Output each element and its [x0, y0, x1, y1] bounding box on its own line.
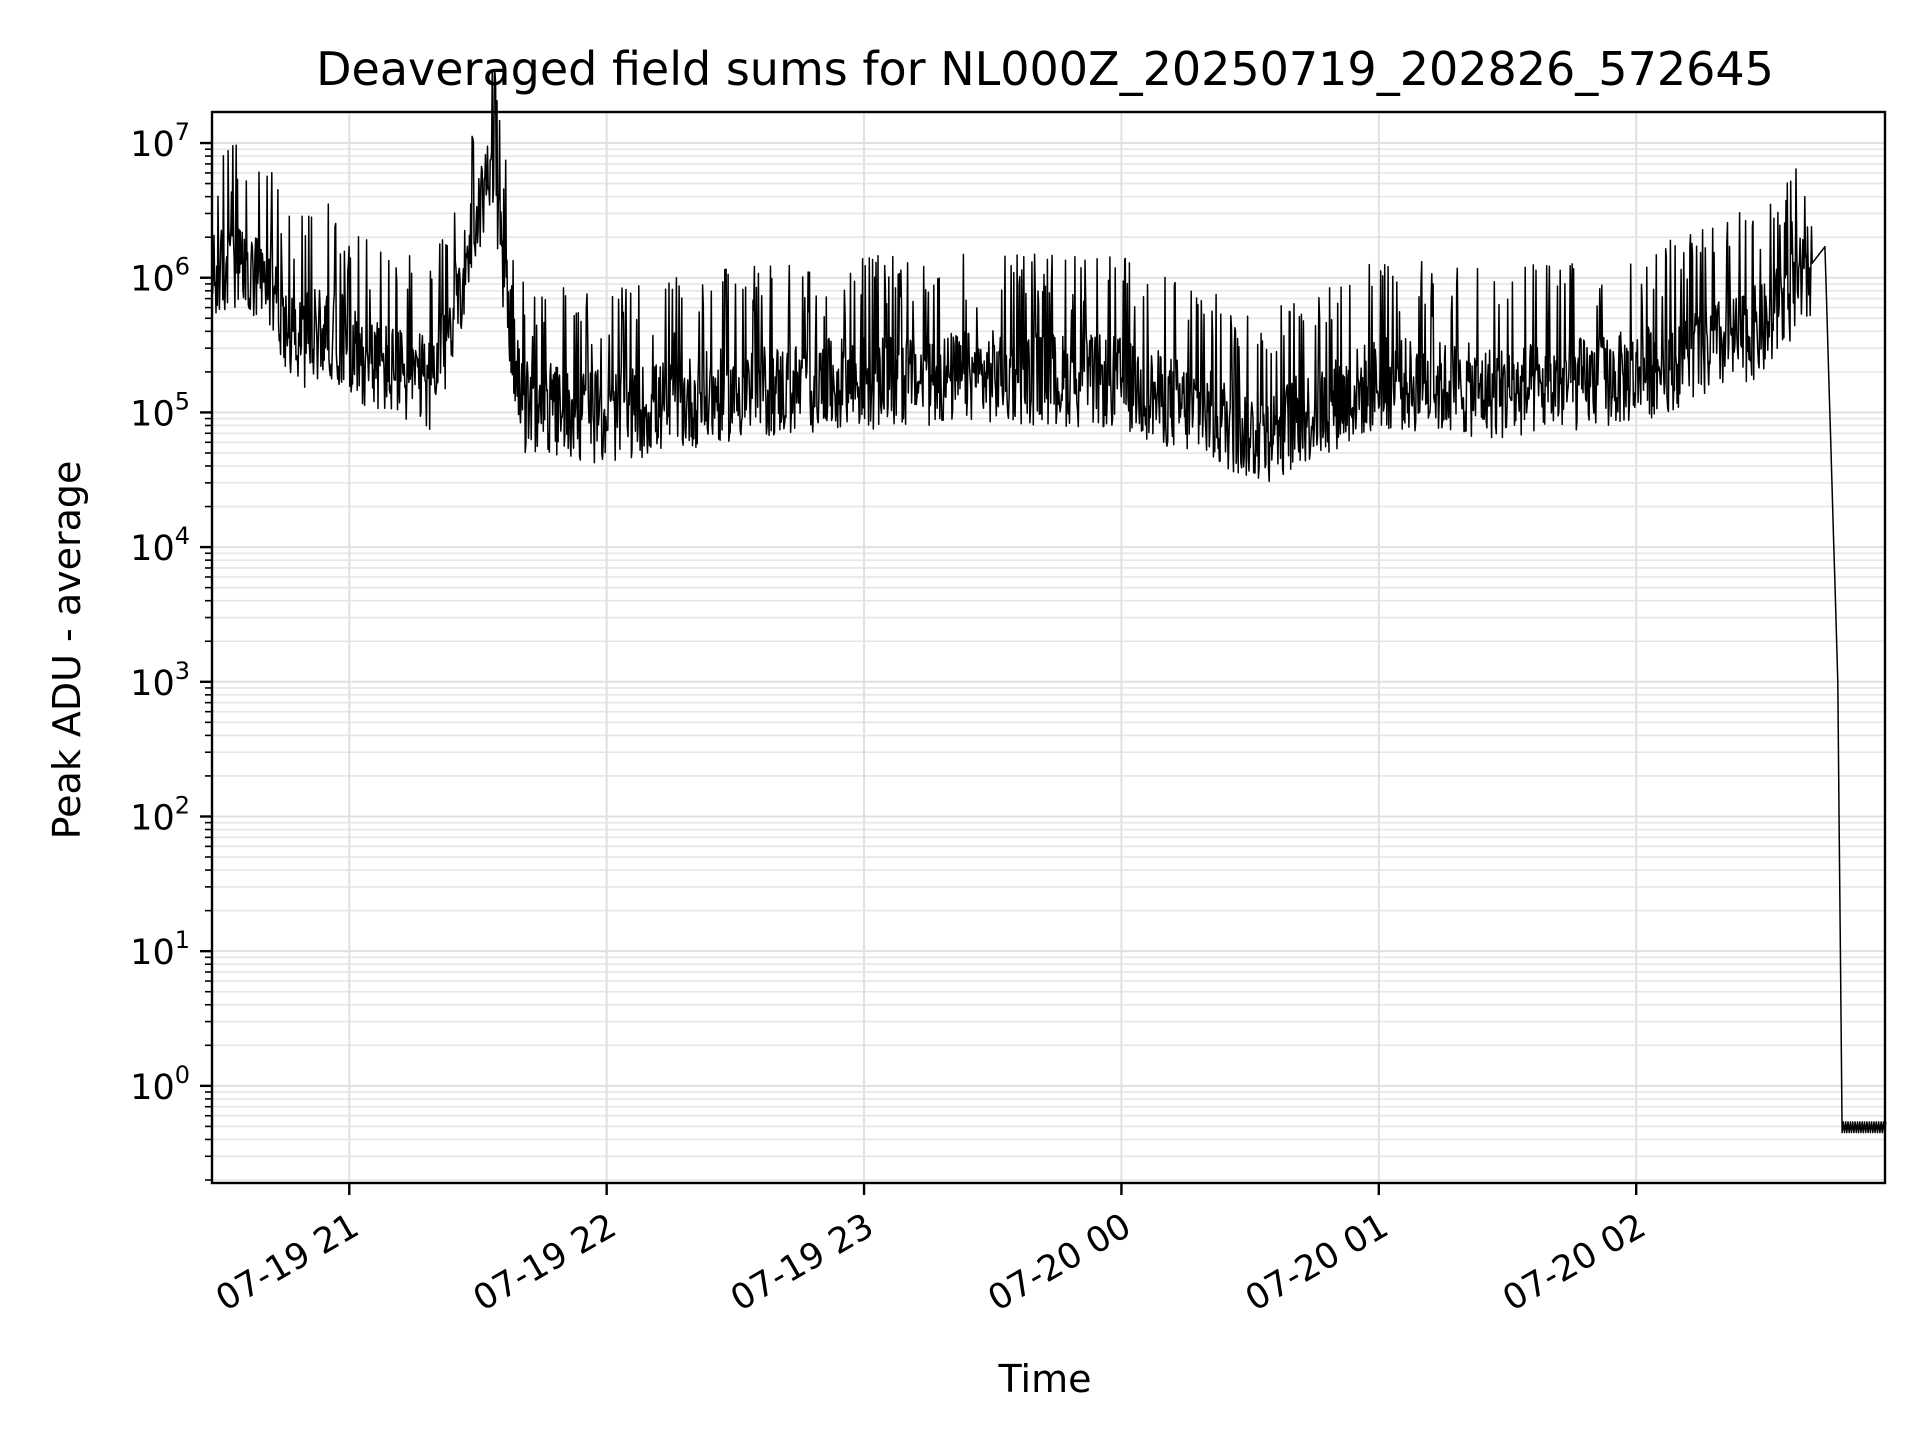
y-axis-label: Peak ADU - average: [45, 461, 89, 840]
y-tick-label: 101: [130, 926, 190, 973]
plot-frame: [210, 110, 1887, 1185]
x-axis-label: Time: [998, 1357, 1092, 1401]
y-tick-label: 100: [130, 1061, 190, 1108]
chart-title: Deaveraged field sums for NL000Z_2025071…: [316, 42, 1774, 96]
y-tick-label: 104: [130, 522, 190, 569]
minor-gridlines: [212, 148, 1885, 1181]
y-tick-label: 105: [130, 387, 190, 434]
y-tick-label: 107: [130, 118, 190, 165]
y-tick-label: 103: [130, 657, 190, 704]
y-tick-label: 102: [130, 791, 190, 838]
y-tick-label: 106: [130, 253, 190, 300]
series-line: [211, 71, 1887, 1134]
y-axis: 100 101 102 103 104 105 106 107: [130, 118, 212, 1181]
